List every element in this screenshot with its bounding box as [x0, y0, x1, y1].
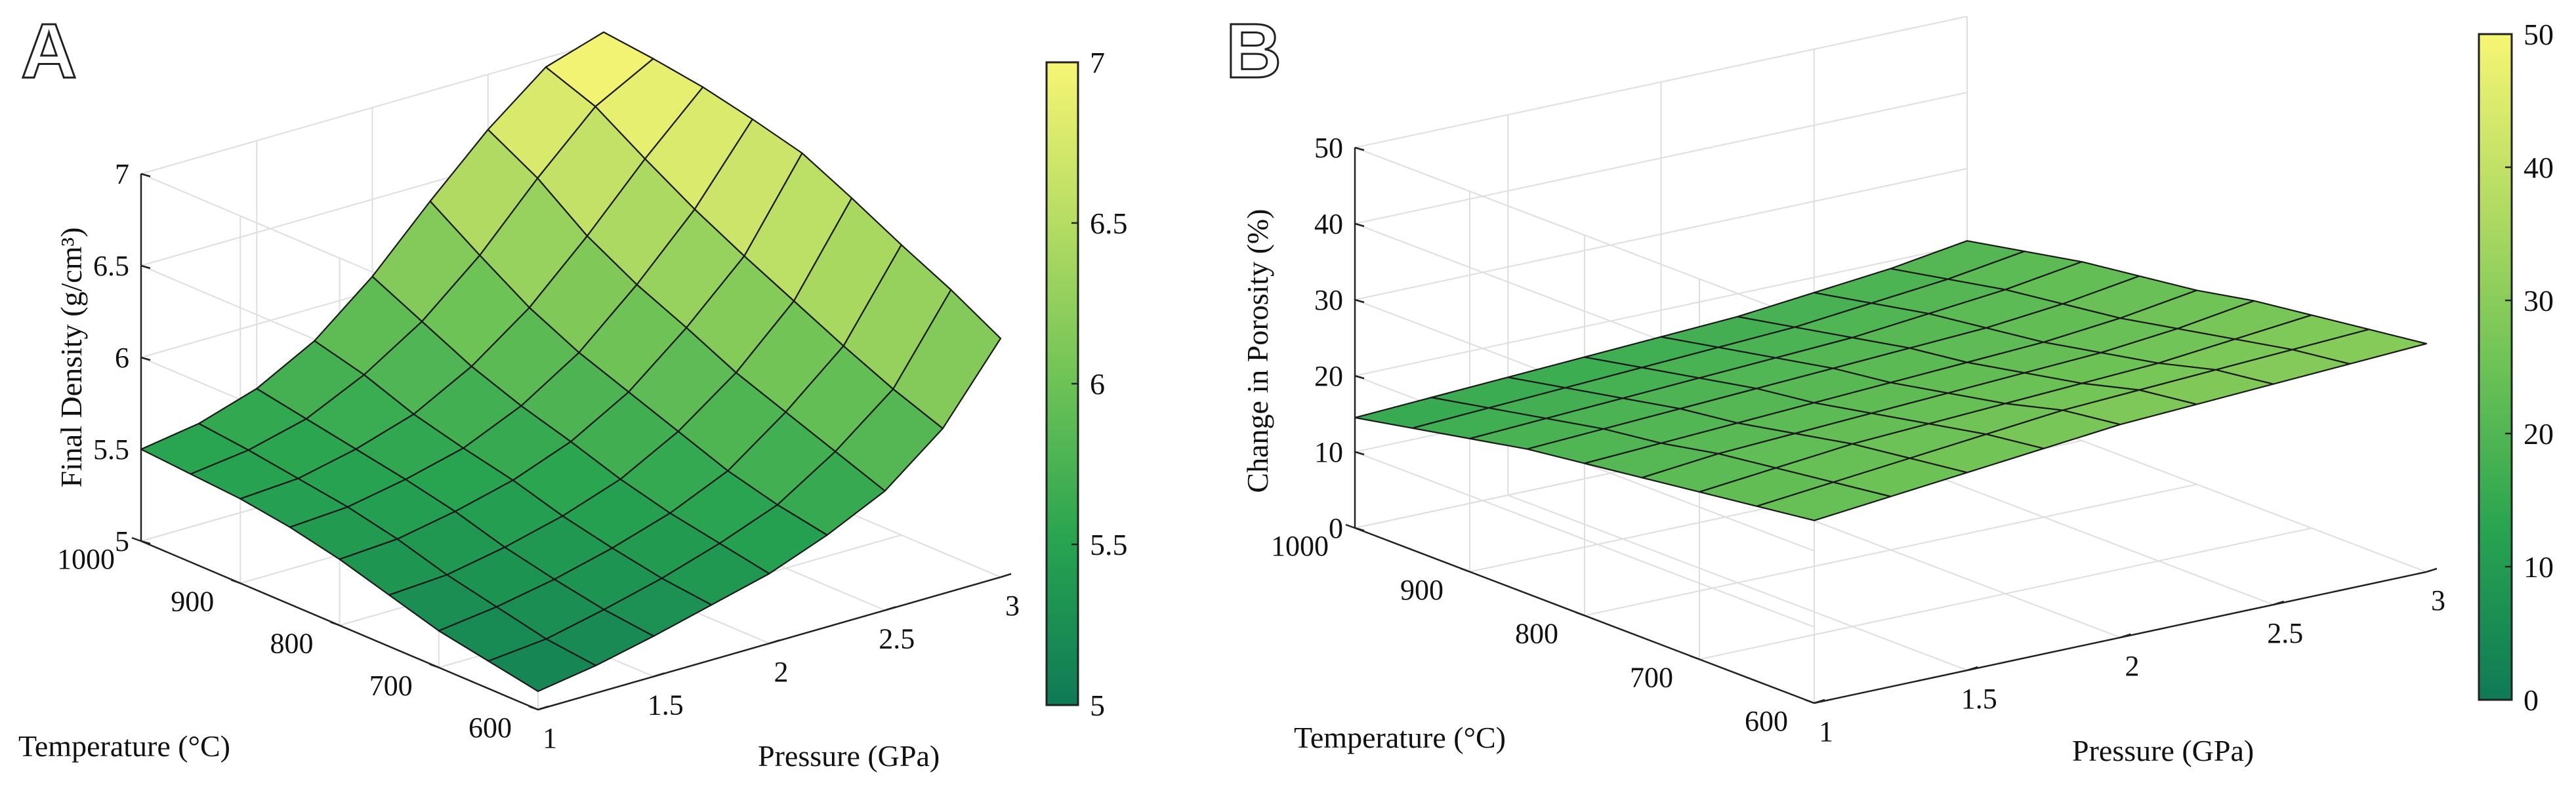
panel-a-z-tick [140, 264, 151, 270]
panel-a-y-tick [230, 579, 241, 584]
panel-b-colorbar-tick-label: 20 [2524, 417, 2554, 451]
panel-a-x-tick-label: 1.5 [648, 689, 684, 721]
panel-b-x-tick-label: 1.5 [1961, 683, 1997, 715]
panel-a-y-tick-label: 600 [468, 712, 512, 744]
panel-a-x-tick-label: 2.5 [879, 623, 915, 655]
panel-a-y-tick [429, 663, 440, 668]
panel-a-z-tick [140, 356, 151, 361]
panel-b-y-tick [1690, 655, 1700, 660]
panel-b-y-tick [1804, 698, 1815, 704]
panel-a-y-tick-label: 800 [270, 628, 314, 660]
panel-a-x-tick [1000, 573, 1012, 578]
panel-b-z-tick [1354, 451, 1365, 456]
panel-b-z-tick [1354, 527, 1365, 532]
panel-b-y-tick-label: 800 [1515, 618, 1558, 650]
panel-a-axes [131, 172, 1012, 711]
panel-b-x-tick-label: 2 [2125, 650, 2140, 682]
panel-b-z-tick-label: 10 [1314, 436, 1343, 468]
panel-b-z-tick-label: 20 [1314, 360, 1343, 392]
panel-b-xlabel: Pressure (GPa) [2072, 734, 2254, 767]
panel-a-surface-cell [892, 289, 1002, 430]
panel-b-z-tick [1354, 374, 1365, 380]
panel-b-x-tick [1966, 666, 1978, 672]
panel-b-z-tick [1354, 298, 1365, 304]
panel-a-zlabel: Final Density (g/cm³) [54, 227, 88, 487]
panel-b-y-tick-label: 900 [1400, 574, 1444, 606]
panel-a-colorbar-tick-label: 6.5 [1090, 207, 1128, 240]
panel-a-x-tick [884, 606, 896, 611]
panel-b-x-tick [2273, 600, 2285, 606]
panel-a-x-tick [653, 672, 665, 678]
panel-b-y-tick [1345, 523, 1356, 529]
panel-b-y-tick [1575, 611, 1585, 617]
panel-b-ylabel: Temperature (°C) [1294, 721, 1506, 754]
panel-a-y-tick-label: 900 [171, 585, 214, 617]
panel-a-y-tick-label: 700 [369, 670, 413, 702]
panel-a-z-tick [140, 540, 151, 545]
panel-b-x-tick [2426, 567, 2438, 573]
panel-b-colorbar-tick-label: 0 [2524, 683, 2539, 717]
panel-a-colorbar-tick-label: 6 [1090, 367, 1105, 401]
panel-a-y-tick [131, 536, 142, 542]
panel-a-y-tick-label: 1000 [57, 543, 115, 575]
panel-b-colorbar-tick-label: 30 [2524, 284, 2554, 317]
panel-a-z-tick-label: 5 [115, 525, 129, 557]
panel-a-colorbar-tick-label: 5 [1090, 689, 1105, 722]
panel-a-z-tick-label: 7 [115, 158, 129, 190]
panel-a-ylabel: Temperature (°C) [18, 729, 230, 763]
panel-a-xlabel: Pressure (GPa) [758, 739, 940, 773]
panel-b-z-tick-label: 0 [1329, 512, 1343, 544]
panel-b-z-tick-label: 30 [1314, 284, 1343, 316]
panel-a-colorbar-tick-label: 5.5 [1090, 528, 1128, 561]
panel-b-colorbar-frame [2478, 33, 2513, 701]
panel-b-z-tick [1354, 146, 1365, 152]
panel-b-surface-cell [2291, 329, 2428, 365]
panel-b-x-tick [1814, 698, 1825, 704]
panel-b-y-tick [1460, 567, 1470, 573]
panel-a-z-tick-label: 6.5 [93, 250, 129, 282]
panel-b-surface [1354, 240, 2428, 521]
panel-a-x-tick-label: 2 [774, 656, 789, 688]
panel-label-b: B [1226, 8, 1281, 94]
panel-a-x-tick-label: 1 [543, 722, 557, 754]
panel-a-z-tick-label: 6 [115, 342, 129, 374]
panel-a-y-tick [528, 705, 539, 711]
panel-b-z-tick-label: 40 [1314, 208, 1343, 240]
panel-b-colorbar-tick-label: 50 [2524, 18, 2554, 51]
panel-b-x-tick-label: 2.5 [2267, 617, 2303, 649]
panel-b-colorbar-tick-label: 40 [2524, 151, 2554, 184]
panel-b-axes [1345, 146, 2438, 704]
panel-b-colorbar-tick-label: 10 [2524, 550, 2554, 584]
panel-a-x-tick-label: 3 [1005, 590, 1020, 622]
panel-b-z-tick [1354, 222, 1365, 228]
panel-b-y-tick-label: 600 [1745, 705, 1788, 737]
panel-b-zlabel: Change in Porosity (%) [1241, 209, 1274, 493]
panel-a-colorbar: 5 5.5 6 6.5 7 [1045, 46, 1128, 722]
panel-a-y-tick [330, 621, 340, 626]
panel-b-y-tick-label: 700 [1630, 661, 1673, 693]
panel-b-colorbar: 0 10 20 30 40 50 [2478, 18, 2554, 717]
panel-b-x-tick [2120, 633, 2131, 639]
panel-b-colorbar-gradient [2479, 34, 2512, 700]
panel-b-x-tick-label: 3 [2431, 584, 2445, 617]
panel-a-colorbar-tick-label: 7 [1090, 46, 1105, 79]
panel-a-surface [140, 31, 1002, 693]
panel-b-z-tick-label: 50 [1314, 132, 1343, 164]
panel-a-x-tick [769, 639, 780, 645]
panel-b-y-tick-label: 1000 [1271, 530, 1329, 562]
panel-label-a: A [21, 8, 77, 94]
panel-a-z-tick [140, 172, 151, 178]
panel-a-z-tick-label: 5.5 [93, 434, 129, 466]
panel-a-x-tick [537, 705, 549, 711]
panel-b-x-tick-label: 1 [1819, 716, 1833, 748]
